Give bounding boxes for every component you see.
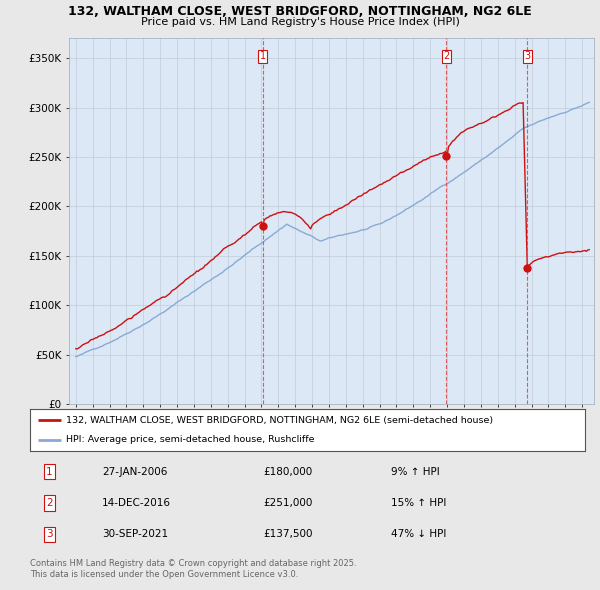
Text: 132, WALTHAM CLOSE, WEST BRIDGFORD, NOTTINGHAM, NG2 6LE (semi-detached house): 132, WALTHAM CLOSE, WEST BRIDGFORD, NOTT… <box>66 416 493 425</box>
Text: 2: 2 <box>443 51 449 61</box>
Text: 47% ↓ HPI: 47% ↓ HPI <box>391 529 446 539</box>
Text: 3: 3 <box>524 51 530 61</box>
Text: 30-SEP-2021: 30-SEP-2021 <box>102 529 168 539</box>
Text: Contains HM Land Registry data © Crown copyright and database right 2025.
This d: Contains HM Land Registry data © Crown c… <box>30 559 356 579</box>
Text: £251,000: £251,000 <box>263 498 313 508</box>
Text: 27-JAN-2006: 27-JAN-2006 <box>102 467 167 477</box>
Text: 132, WALTHAM CLOSE, WEST BRIDGFORD, NOTTINGHAM, NG2 6LE: 132, WALTHAM CLOSE, WEST BRIDGFORD, NOTT… <box>68 5 532 18</box>
Text: 9% ↑ HPI: 9% ↑ HPI <box>391 467 439 477</box>
Text: 2: 2 <box>46 498 53 508</box>
Text: £180,000: £180,000 <box>263 467 313 477</box>
Text: £137,500: £137,500 <box>263 529 313 539</box>
Text: 1: 1 <box>260 51 266 61</box>
Text: 15% ↑ HPI: 15% ↑ HPI <box>391 498 446 508</box>
Text: 3: 3 <box>46 529 53 539</box>
Text: 14-DEC-2016: 14-DEC-2016 <box>102 498 171 508</box>
Text: Price paid vs. HM Land Registry's House Price Index (HPI): Price paid vs. HM Land Registry's House … <box>140 17 460 27</box>
Text: HPI: Average price, semi-detached house, Rushcliffe: HPI: Average price, semi-detached house,… <box>66 435 314 444</box>
Text: 1: 1 <box>46 467 53 477</box>
